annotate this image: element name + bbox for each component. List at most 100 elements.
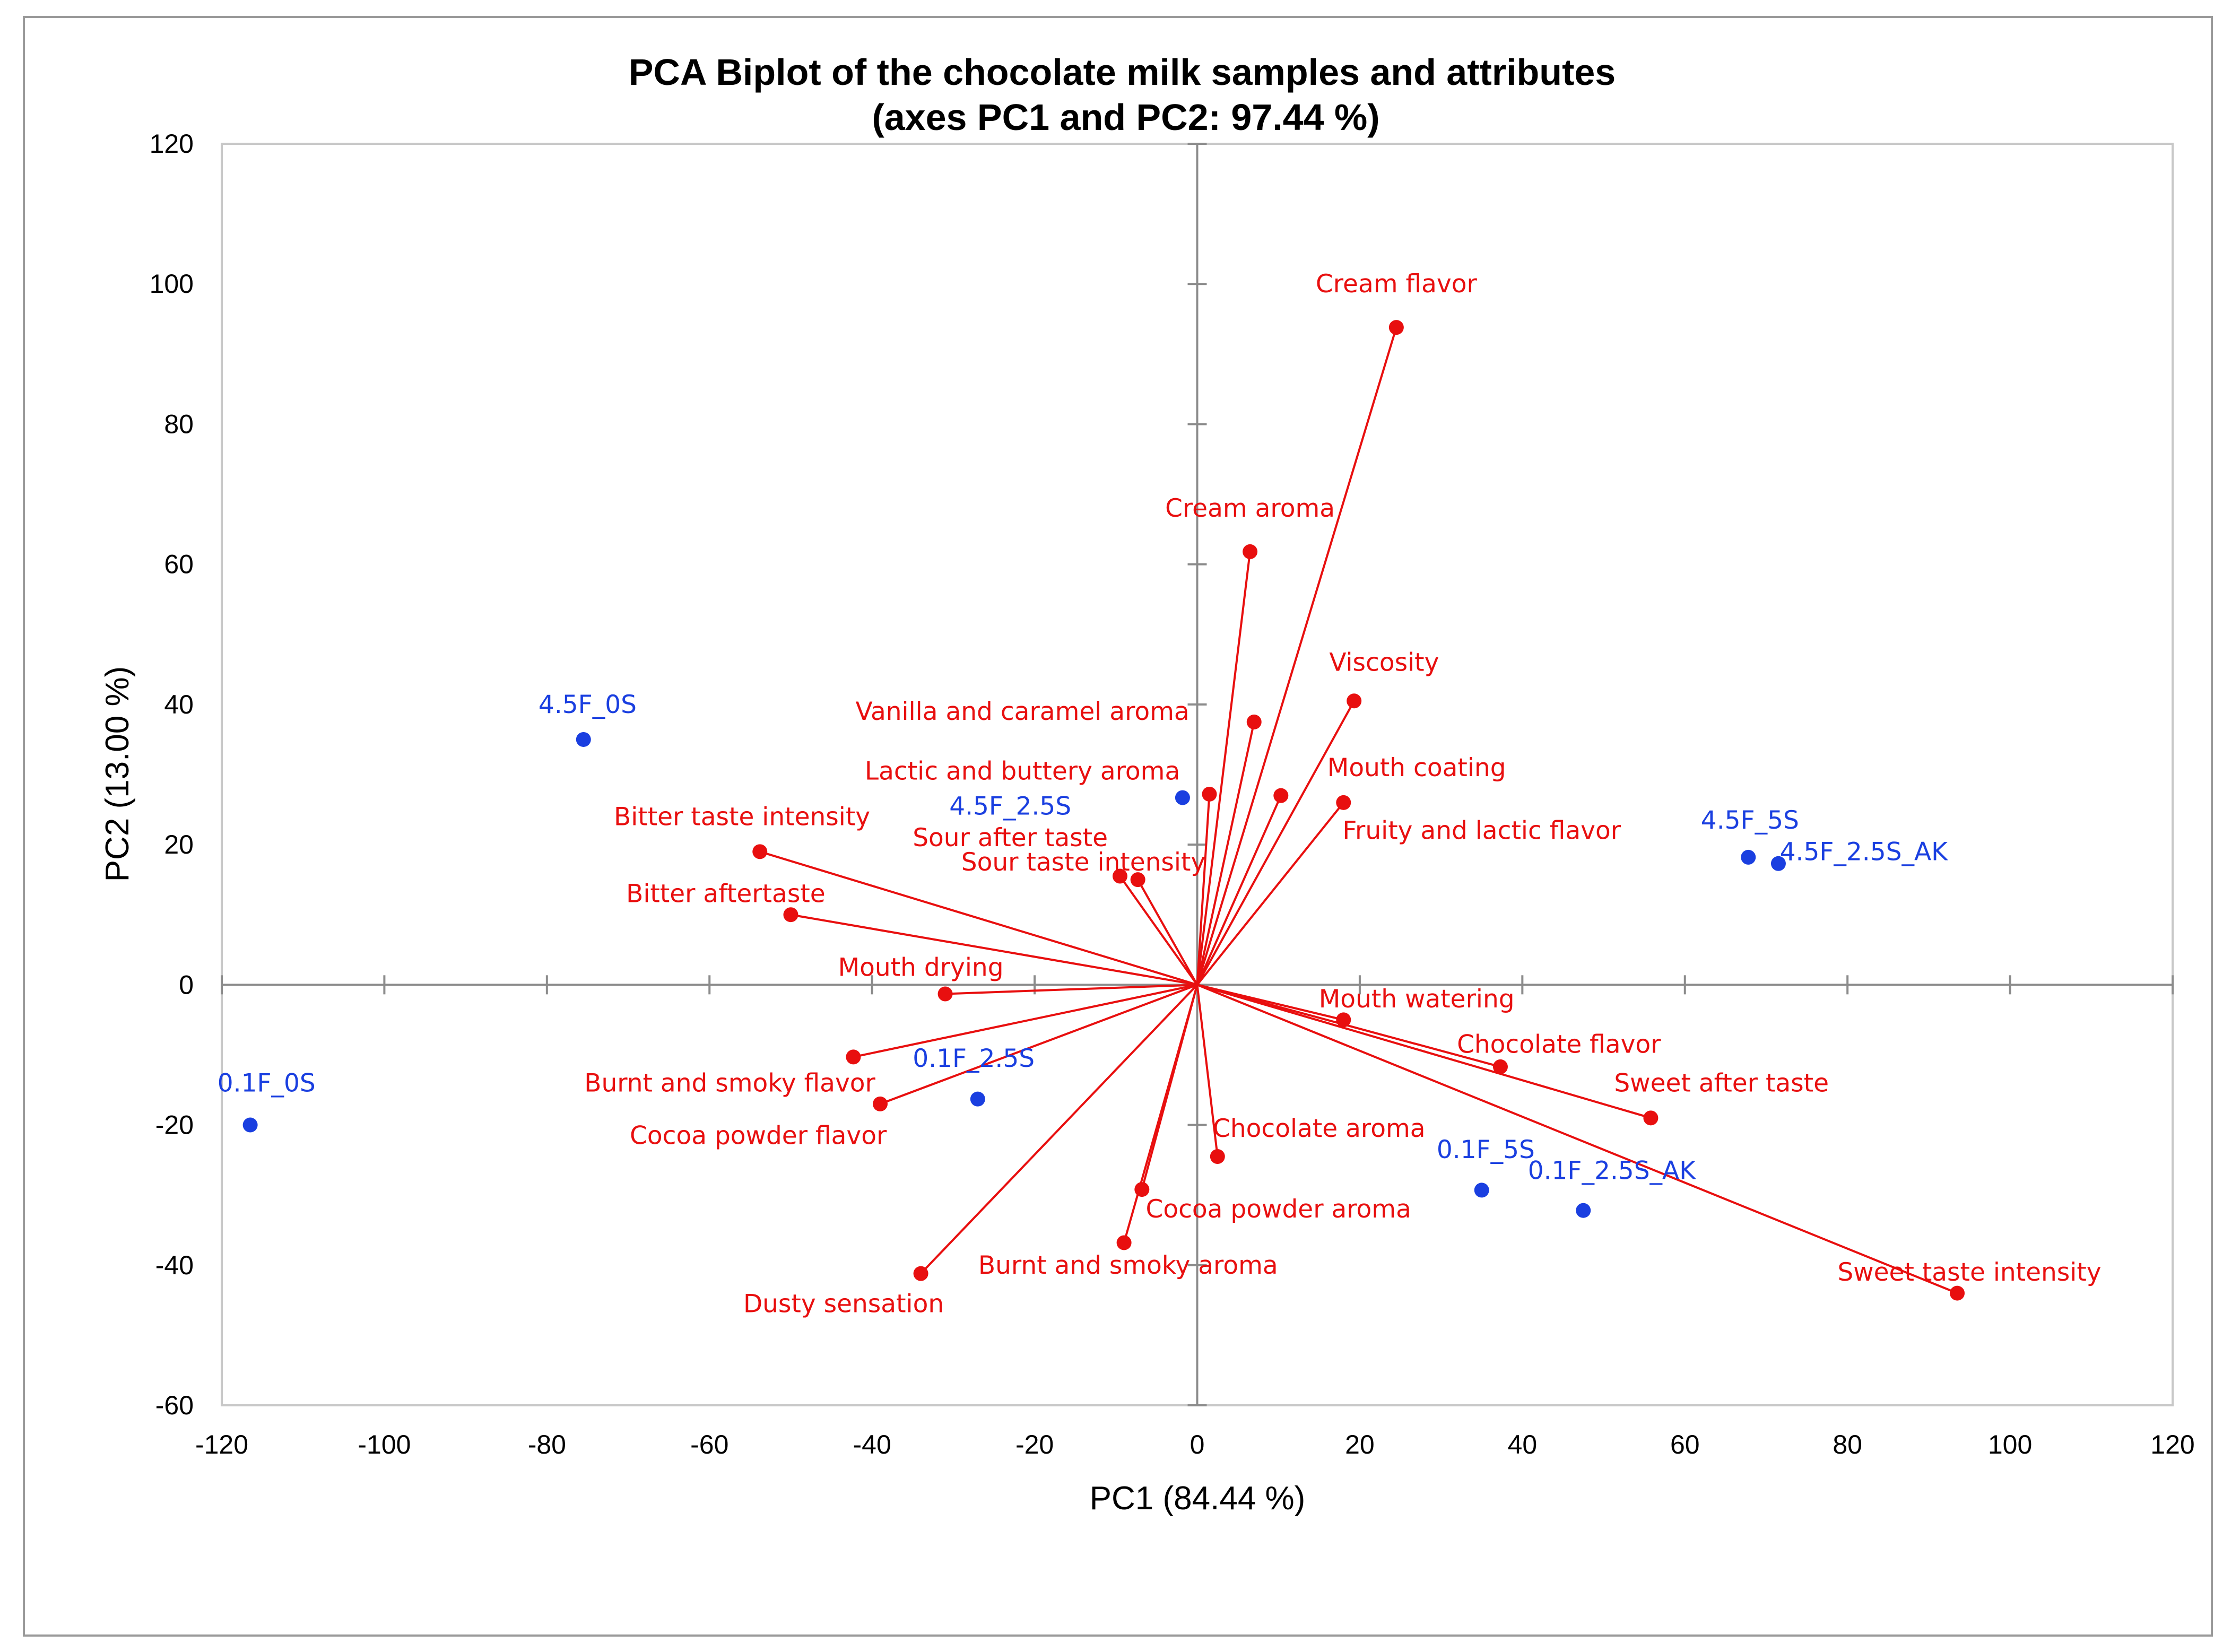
attribute-label: Burnt and smoky flavor <box>584 1068 875 1098</box>
data-points <box>242 320 1965 1301</box>
attribute-vector <box>1196 984 1958 1294</box>
x-tick-label: -80 <box>528 1430 566 1459</box>
sample-point <box>576 732 591 747</box>
attribute-label: Sweet after taste <box>1614 1068 1829 1098</box>
attribute-point <box>1336 1012 1351 1028</box>
attribute-point <box>1130 872 1145 888</box>
attribute-point <box>1273 788 1289 803</box>
y-tick-label: 120 <box>150 129 194 159</box>
attribute-label: Sweet taste intensity <box>1837 1258 2101 1287</box>
chart-title: PCA Biplot of the chocolate milk samples… <box>629 51 1616 93</box>
attribute-label: Vanilla and caramel aroma <box>855 697 1189 726</box>
sample-label: 4.5F_5S <box>1701 806 1799 835</box>
attribute-label: Cream aroma <box>1165 494 1335 523</box>
attribute-point <box>1202 786 1217 802</box>
sample-point <box>1770 856 1786 871</box>
x-tick-label: -40 <box>853 1430 891 1459</box>
attribute-vectors <box>759 327 1958 1294</box>
attribute-label: Chocolate flavor <box>1457 1030 1661 1059</box>
y-axis-label: PC2 (13.00 %) <box>99 666 136 882</box>
attribute-point <box>1112 868 1127 884</box>
x-tick-label: 40 <box>1508 1430 1538 1459</box>
attribute-label: Lactic and buttery aroma <box>865 757 1180 786</box>
x-tick-label: 80 <box>1833 1430 1862 1459</box>
attribute-point <box>1643 1110 1659 1126</box>
attribute-vector <box>920 984 1198 1275</box>
sample-label: 0.1F_5S <box>1437 1135 1535 1164</box>
attribute-vector <box>791 914 1197 986</box>
y-tick-label: 100 <box>150 269 194 299</box>
x-tick-label: 20 <box>1345 1430 1375 1459</box>
attribute-point <box>1949 1285 1965 1301</box>
y-tick-label: -40 <box>155 1250 194 1280</box>
attribute-label: Dusty sensation <box>743 1289 944 1318</box>
attribute-label: Chocolate aroma <box>1213 1114 1426 1143</box>
x-tick-label: -120 <box>195 1430 248 1459</box>
attribute-point <box>1210 1149 1225 1164</box>
attribute-vector <box>1196 700 1355 986</box>
x-tick-label: -20 <box>1015 1430 1054 1459</box>
attribute-vector <box>1196 551 1252 985</box>
attribute-point <box>1116 1235 1132 1250</box>
x-tick-label: 0 <box>1190 1430 1205 1459</box>
attribute-label: Cream flavor <box>1316 269 1478 299</box>
attribute-vector <box>1196 802 1344 986</box>
x-tick-label: -100 <box>358 1430 411 1459</box>
sample-label: 0.1F_2.5S_AK <box>1528 1156 1697 1185</box>
sample-point <box>1175 790 1190 805</box>
attribute-vector <box>1196 984 1651 1119</box>
attribute-label: Cocoa powder flavor <box>630 1121 887 1150</box>
attribute-label: Viscosity <box>1329 648 1439 677</box>
attribute-vector <box>1196 985 1219 1157</box>
sample-point <box>1741 849 1756 865</box>
point-labels: Cream flavor Cream aroma Viscosity Vanilla … <box>218 269 2102 1318</box>
attribute-point <box>913 1266 928 1281</box>
attribute-vector <box>1196 794 1211 985</box>
attribute-point <box>1492 1059 1508 1074</box>
attribute-label: Bitter aftertaste <box>626 880 826 909</box>
chart-subtitle: (axes PC1 and PC2: 97.44 %) <box>872 97 1379 138</box>
y-tick-label: 60 <box>164 550 194 579</box>
sample-point <box>242 1117 258 1133</box>
attribute-point <box>1134 1182 1150 1197</box>
attribute-point <box>1336 795 1351 810</box>
attribute-point <box>752 844 768 859</box>
x-tick-label: 100 <box>1988 1430 2032 1459</box>
attribute-label: Mouth drying <box>838 953 1004 982</box>
attribute-vector <box>1136 879 1199 986</box>
attribute-label: Mouth watering <box>1319 985 1515 1014</box>
y-tick-label: 40 <box>164 690 194 719</box>
attribute-point <box>872 1096 888 1111</box>
y-tick-label: -20 <box>155 1110 194 1140</box>
sample-point <box>970 1091 985 1107</box>
attribute-label: Burnt and smoky aroma <box>978 1251 1278 1280</box>
chart-frame <box>23 16 2213 1637</box>
attribute-point <box>783 907 798 923</box>
attribute-label: Sour after taste <box>913 823 1108 853</box>
x-tick-label: 60 <box>1670 1430 1700 1459</box>
sample-label: 0.1F_0S <box>218 1068 316 1098</box>
attribute-vector <box>945 984 1197 995</box>
attribute-vector <box>1196 327 1397 985</box>
x-tick-label: 120 <box>2150 1430 2194 1459</box>
attribute-point <box>1246 714 1262 729</box>
y-tick-label: 0 <box>179 970 194 999</box>
attribute-vector <box>880 984 1198 1105</box>
x-axis-label: PC1 (84.44 %) <box>1090 1480 1306 1517</box>
attribute-label: Bitter taste intensity <box>614 802 870 831</box>
attribute-vector <box>853 984 1197 1058</box>
attribute-label: Mouth coating <box>1327 753 1506 782</box>
attribute-vector <box>759 850 1198 986</box>
attribute-point <box>1243 544 1258 559</box>
y-tick-label: 80 <box>164 409 194 439</box>
sample-point <box>1474 1183 1489 1198</box>
tick-labels: -60 -40 -20 0 20 40 60 80 100 120 -120 -100 -80 -60 -4… <box>150 129 2195 1459</box>
attribute-vector <box>1196 721 1255 985</box>
attribute-label: Sour taste intensity <box>961 848 1205 877</box>
attribute-vector <box>1196 984 1501 1068</box>
sample-label: 0.1F_2.5S <box>913 1044 1035 1073</box>
sample-label: 4.5F_0S <box>539 690 637 719</box>
attribute-point <box>1388 320 1404 335</box>
sample-label: 4.5F_2.5S <box>949 792 1071 821</box>
